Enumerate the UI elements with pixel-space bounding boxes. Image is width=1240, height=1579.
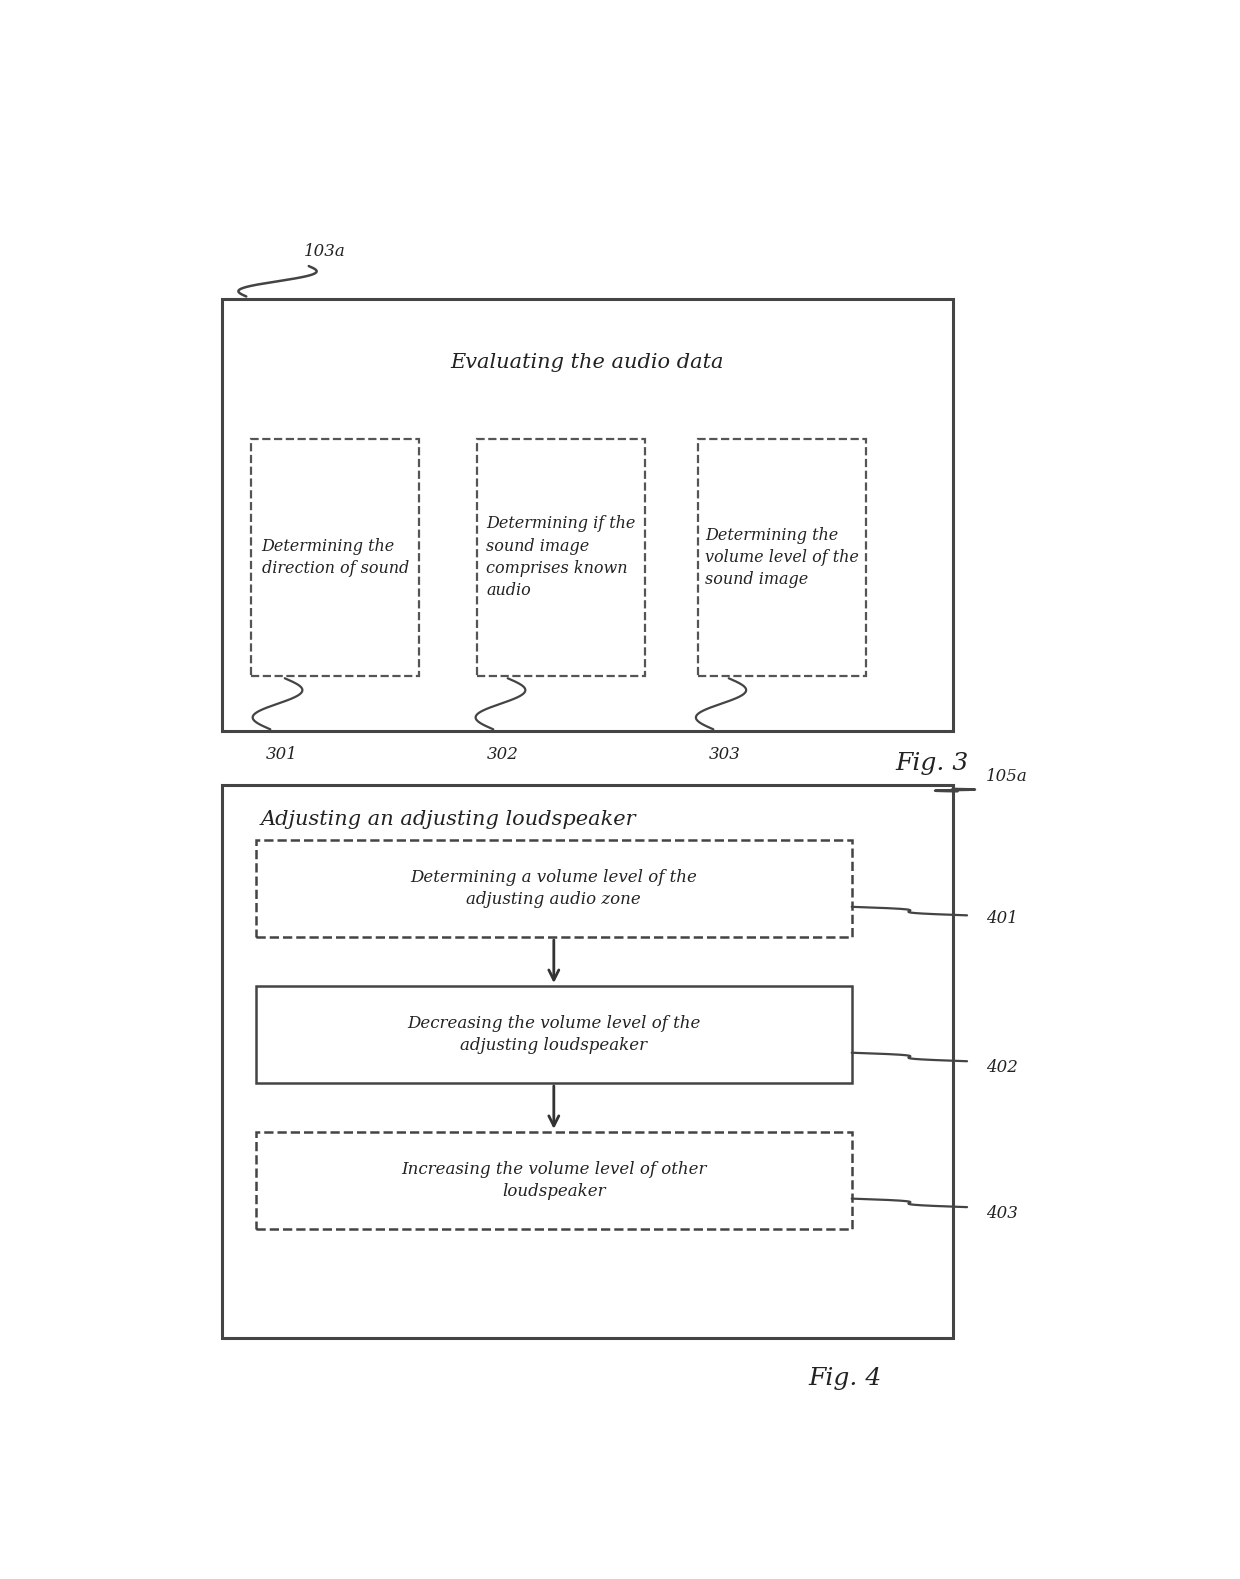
Bar [222, 298, 952, 731]
Text: 302: 302 [486, 747, 518, 763]
Bar [255, 985, 852, 1083]
Text: Determining the
direction of sound: Determining the direction of sound [262, 538, 409, 576]
Bar [255, 840, 852, 938]
Bar [222, 785, 952, 1339]
Bar [250, 439, 419, 676]
Text: Evaluating the audio data: Evaluating the audio data [450, 352, 724, 371]
Text: 103a: 103a [304, 243, 346, 261]
Text: Increasing the volume level of other
loudspeaker: Increasing the volume level of other lou… [401, 1161, 707, 1200]
Text: Determining the
volume level of the
sound image: Determining the volume level of the soun… [706, 526, 859, 587]
Text: Fig. 4: Fig. 4 [808, 1367, 882, 1390]
Text: 401: 401 [986, 911, 1018, 927]
Text: 301: 301 [265, 747, 298, 763]
Text: Adjusting an adjusting loudspeaker: Adjusting an adjusting loudspeaker [260, 810, 636, 829]
Text: 403: 403 [986, 1205, 1018, 1222]
Bar [477, 439, 645, 676]
Bar [698, 439, 866, 676]
Bar [255, 1132, 852, 1228]
Text: Determining if the
sound image
comprises known
audio: Determining if the sound image comprises… [486, 515, 636, 598]
Text: 402: 402 [986, 1060, 1018, 1075]
Text: Decreasing the volume level of the
adjusting loudspeaker: Decreasing the volume level of the adjus… [407, 1015, 701, 1055]
Text: Determining a volume level of the
adjusting audio zone: Determining a volume level of the adjust… [410, 868, 697, 908]
Text: Fig. 3: Fig. 3 [895, 752, 968, 775]
Text: 303: 303 [708, 747, 740, 763]
Text: 105a: 105a [986, 769, 1028, 785]
